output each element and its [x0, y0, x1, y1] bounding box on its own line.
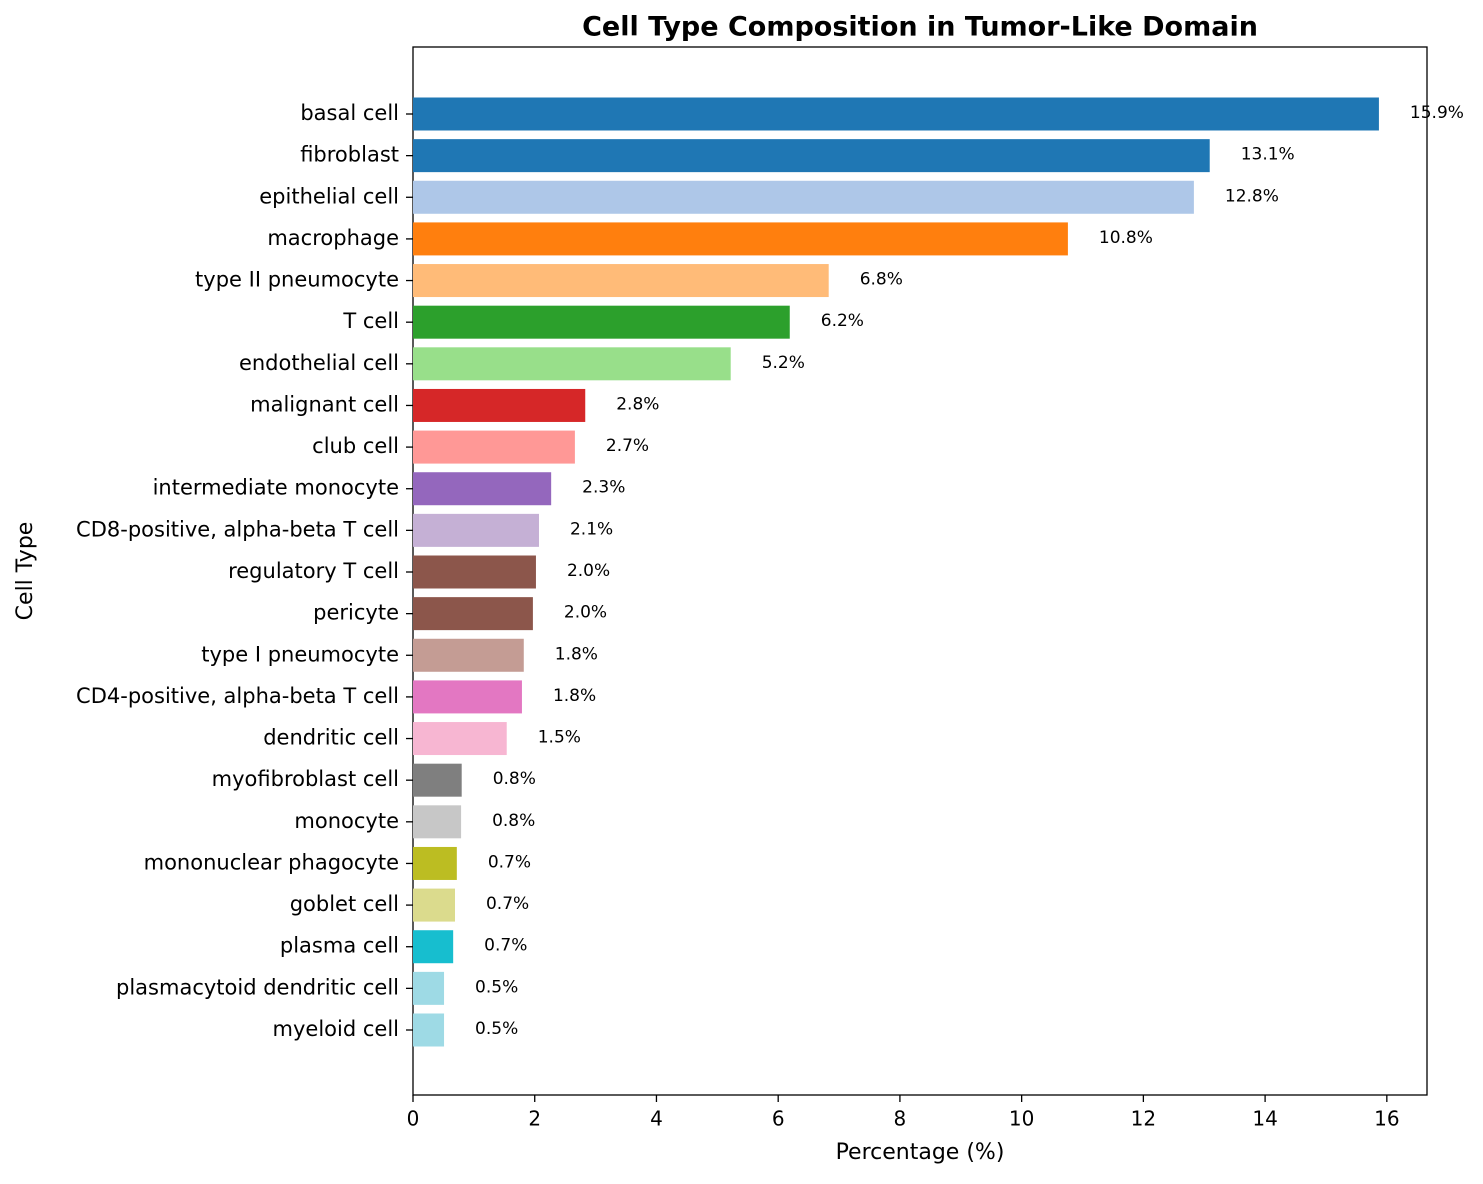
bar [413, 722, 507, 756]
value-label: 1.8% [553, 686, 596, 706]
bar [413, 930, 454, 964]
y-tick-label: plasma cell [280, 934, 399, 958]
value-label: 6.8% [860, 270, 903, 290]
bar [413, 597, 533, 631]
bar [413, 222, 1068, 256]
y-tick-label: epithelial cell [259, 184, 399, 208]
bar [413, 347, 731, 381]
bar [413, 180, 1194, 214]
value-label: 2.8% [616, 394, 659, 414]
x-tick-label: 10 [1009, 1107, 1034, 1131]
y-tick-label: monocyte [294, 809, 399, 833]
bar [413, 472, 552, 506]
x-tick-label: 12 [1131, 1107, 1156, 1131]
y-axis-label: Cell Type [13, 522, 38, 621]
y-tick-label: fibroblast [300, 143, 399, 167]
bar [413, 638, 524, 672]
value-label: 0.5% [475, 1019, 518, 1039]
value-label: 2.1% [570, 519, 613, 539]
value-label: 13.1% [1241, 145, 1295, 165]
y-tick-label: basal cell [300, 101, 399, 125]
x-tick-label: 0 [407, 1107, 420, 1131]
value-label: 10.8% [1099, 228, 1153, 248]
y-tick-label: myofibroblast cell [212, 767, 399, 791]
bar [413, 513, 539, 547]
x-tick-label: 4 [650, 1107, 663, 1131]
value-label: 2.7% [606, 436, 649, 456]
bar [413, 139, 1210, 173]
value-label: 0.7% [488, 852, 531, 872]
value-label: 2.0% [567, 561, 610, 581]
x-tick-label: 16 [1374, 1107, 1399, 1131]
value-label: 6.2% [821, 311, 864, 331]
y-tick-label: T cell [342, 309, 399, 333]
x-axis-label: Percentage (%) [836, 1140, 1005, 1165]
y-tick-label: pericyte [313, 601, 399, 625]
y-tick-label: dendritic cell [263, 726, 399, 750]
bar [413, 388, 586, 422]
y-tick-label: club cell [312, 434, 399, 458]
x-tick-label: 14 [1252, 1107, 1277, 1131]
value-label: 2.0% [564, 603, 607, 623]
value-label: 15.9% [1410, 103, 1464, 123]
y-tick-label: CD4-positive, alpha-beta T cell [76, 684, 399, 708]
y-tick-label: type II pneumocyte [195, 268, 399, 292]
value-label: 2.3% [582, 478, 625, 498]
y-tick-label: malignant cell [250, 392, 399, 416]
chart-title: Cell Type Composition in Tumor-Like Doma… [582, 12, 1258, 43]
y-tick-label: mononuclear phagocyte [144, 850, 399, 874]
value-label: 1.5% [538, 728, 581, 748]
value-label: 12.8% [1225, 186, 1279, 206]
y-tick-label: macrophage [267, 226, 399, 250]
y-tick-label: plasmacytoid dendritic cell [116, 975, 399, 999]
value-label: 0.8% [492, 811, 535, 831]
x-tick-label: 8 [894, 1107, 907, 1131]
bar [413, 264, 829, 298]
y-tick-label: intermediate monocyte [153, 476, 399, 500]
x-tick-label: 2 [528, 1107, 541, 1131]
bar [413, 430, 575, 464]
bar [413, 555, 536, 589]
value-label: 0.7% [484, 936, 527, 956]
bar [413, 97, 1379, 131]
bar [413, 305, 790, 339]
bar [413, 680, 522, 714]
y-tick-label: goblet cell [290, 892, 399, 916]
bar [413, 1013, 445, 1047]
bar [413, 846, 457, 880]
bar [413, 888, 455, 922]
y-tick-label: CD8-positive, alpha-beta T cell [76, 517, 399, 541]
x-tick-label: 6 [772, 1107, 785, 1131]
y-tick-label: endothelial cell [239, 351, 399, 375]
y-tick-label: regulatory T cell [228, 559, 399, 583]
y-tick-label: myeloid cell [273, 1017, 399, 1041]
bar [413, 805, 462, 839]
value-label: 5.2% [762, 353, 805, 373]
bar [413, 763, 462, 797]
value-label: 0.7% [486, 894, 529, 914]
y-tick-label: type I pneumocyte [201, 642, 399, 666]
bar [413, 971, 445, 1005]
value-label: 0.8% [493, 769, 536, 789]
value-label: 1.8% [555, 644, 598, 664]
value-label: 0.5% [475, 977, 518, 997]
